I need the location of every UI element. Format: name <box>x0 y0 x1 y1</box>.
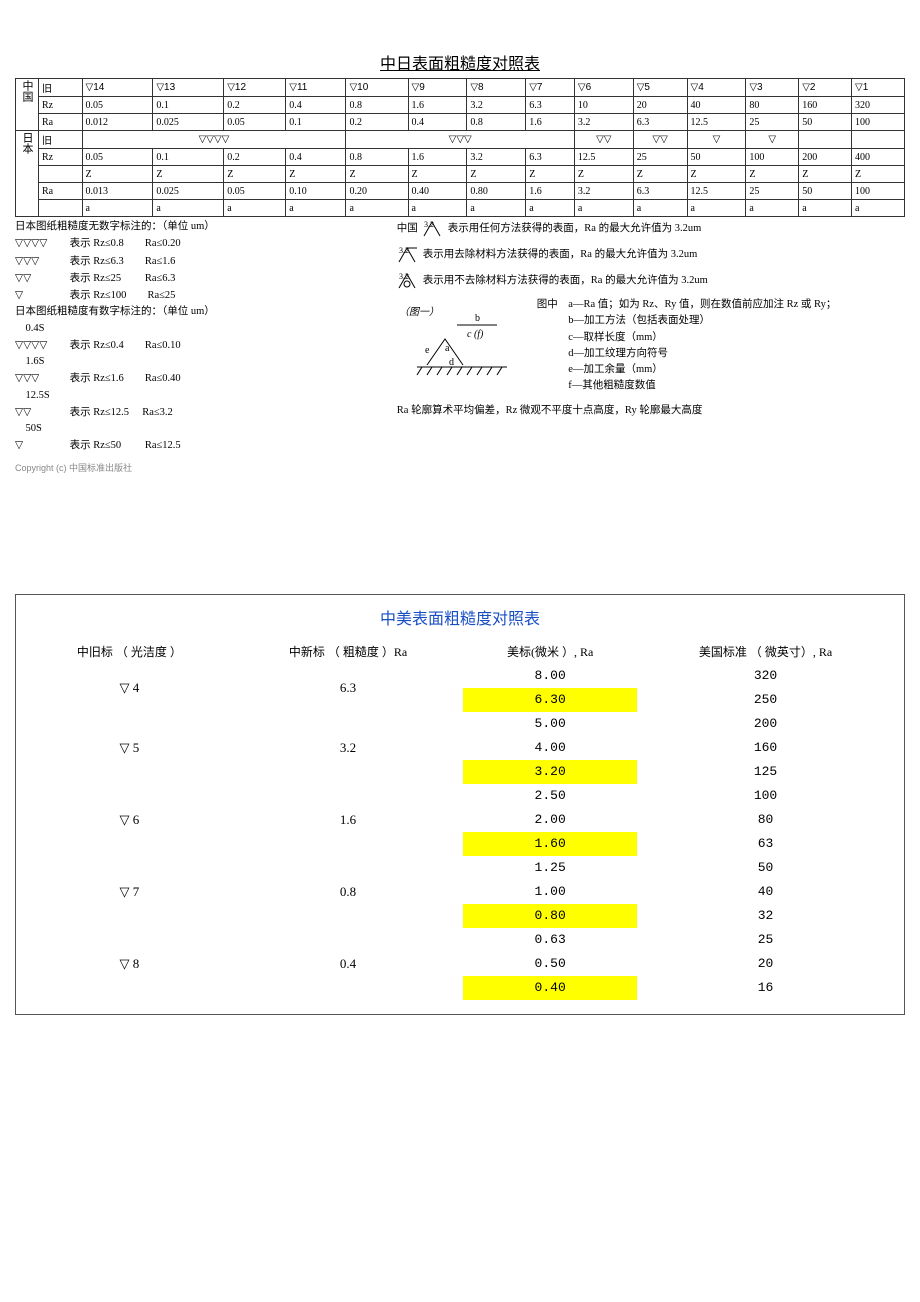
roughness-symbol-noremove-icon: 3.2 <box>397 271 419 291</box>
us-um-cell: 2.00 <box>463 808 637 832</box>
cn-us-title: 中美表面粗糙度对照表 <box>26 605 894 629</box>
us-um-cell: 0.40 <box>463 976 637 1000</box>
us-um-cell: 5.00 <box>463 712 637 736</box>
new-std-cell: 6.3 <box>233 664 463 712</box>
us-uin-cell: 20 <box>637 952 894 976</box>
cn-jp-title: 中日表面粗糙度对照表 <box>15 50 905 74</box>
us-um-cell: 4.00 <box>463 736 637 760</box>
us-uin-cell: 160 <box>637 736 894 760</box>
us-uin-cell: 125 <box>637 760 894 784</box>
us-uin-cell: 40 <box>637 880 894 904</box>
us-um-cell: 1.25 <box>463 856 637 880</box>
old-std-cell: ▽ 4 <box>26 664 233 712</box>
us-uin-cell: 250 <box>637 688 894 712</box>
row-head: 旧 <box>39 79 83 97</box>
us-um-cell: 0.80 <box>463 904 637 928</box>
svg-text:d: d <box>449 357 454 368</box>
copyright-text: Copyright (c) 中国标准出版社 <box>15 461 905 474</box>
us-um-cell: 3.20 <box>463 760 637 784</box>
roughness-symbol-remove-icon: 3.2 <box>397 245 419 265</box>
us-uin-cell: 63 <box>637 832 894 856</box>
svg-text:c (f): c (f) <box>467 329 484 340</box>
new-std-cell: 0.4 <box>233 928 463 1000</box>
cn-us-table: 中旧标 （ 光洁度 ） 中新标 （ 粗糙度 ）Ra 美标(微米 ）, Ra 美国… <box>26 639 894 1000</box>
old-std-cell: ▽ 7 <box>26 856 233 928</box>
new-std-cell: 0.8 <box>233 856 463 928</box>
cn-jp-table: 中国 旧 ▽14▽13▽12▽11▽10▽9▽8▽7▽6▽5▽4▽3▽2▽1 R… <box>15 78 905 217</box>
us-um-cell: 6.30 <box>463 688 637 712</box>
svg-text:（图一）: （图一） <box>399 306 439 318</box>
jp-label: 日本 <box>16 131 39 217</box>
us-um-cell: 1.00 <box>463 880 637 904</box>
us-uin-cell: 320 <box>637 664 894 688</box>
us-um-cell: 0.63 <box>463 928 637 952</box>
us-um-cell: 0.50 <box>463 952 637 976</box>
us-uin-cell: 100 <box>637 784 894 808</box>
us-um-cell: 2.50 <box>463 784 637 808</box>
us-um-cell: 8.00 <box>463 664 637 688</box>
us-uin-cell: 50 <box>637 856 894 880</box>
svg-text:e: e <box>425 345 430 356</box>
us-uin-cell: 25 <box>637 928 894 952</box>
notes-block: 日本图纸粗糙度无数字标注的：（单位 um） ▽▽▽▽ 表示 Rz≤0.8 Ra≤… <box>15 219 905 455</box>
old-std-cell: ▽ 8 <box>26 928 233 1000</box>
new-std-cell: 1.6 <box>233 784 463 856</box>
old-std-cell: ▽ 5 <box>26 712 233 784</box>
us-uin-cell: 80 <box>637 808 894 832</box>
old-std-cell: ▽ 6 <box>26 784 233 856</box>
roughness-symbol-any-icon: 3.2 <box>422 219 444 239</box>
us-uin-cell: 200 <box>637 712 894 736</box>
roughness-diagram: （图一） b c (f) a e d <box>397 303 527 395</box>
new-std-cell: 3.2 <box>233 712 463 784</box>
us-uin-cell: 16 <box>637 976 894 1000</box>
cn-us-box: 中美表面粗糙度对照表 中旧标 （ 光洁度 ） 中新标 （ 粗糙度 ）Ra 美标(… <box>15 594 905 1015</box>
svg-text:b: b <box>475 313 480 324</box>
cn-label: 中国 <box>16 79 39 131</box>
us-um-cell: 1.60 <box>463 832 637 856</box>
us-uin-cell: 32 <box>637 904 894 928</box>
